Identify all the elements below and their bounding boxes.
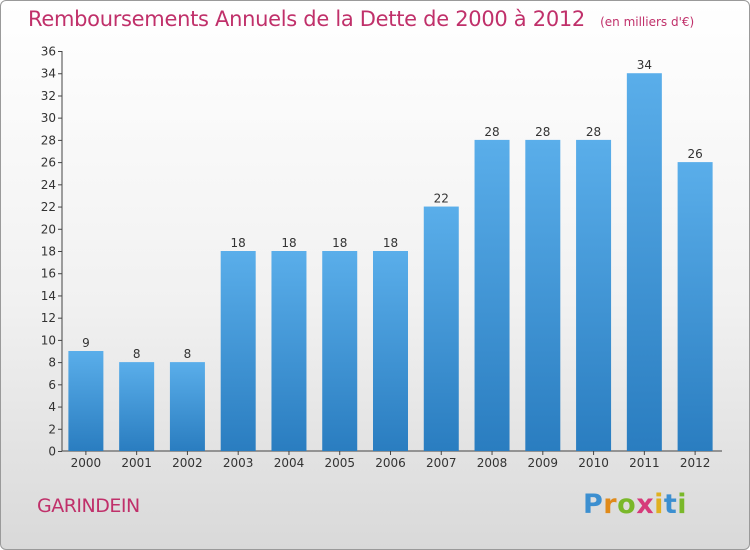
y-tick-label: 20 (41, 222, 56, 236)
logo-letter: P (583, 489, 604, 520)
bar-value-label: 26 (687, 147, 702, 161)
x-tick-label: 2001 (121, 456, 152, 470)
x-tick-label: 2012 (680, 456, 711, 470)
y-tick-label: 6 (48, 378, 56, 392)
bar (322, 251, 358, 451)
chart-title-block: Remboursements Annuels de la Dette de 20… (28, 7, 694, 31)
y-tick-label: 2 (48, 422, 56, 436)
y-tick-label: 36 (41, 45, 56, 59)
bar (169, 362, 205, 451)
bar (474, 139, 510, 451)
y-tick-label: 12 (41, 311, 56, 325)
x-tick-label: 2008 (477, 456, 508, 470)
y-tick-label: 32 (41, 89, 56, 103)
bar (119, 362, 155, 451)
bar-value-label: 18 (383, 236, 398, 250)
bar-value-label: 34 (637, 58, 652, 72)
bar (220, 251, 256, 451)
logo-letter: o (617, 489, 637, 520)
x-tick-label: 2010 (578, 456, 609, 470)
y-tick-label: 34 (41, 67, 56, 81)
y-tick-label: 10 (41, 333, 56, 347)
commune-name: GARINDEIN (37, 495, 140, 517)
bar (626, 73, 662, 451)
y-tick-label: 22 (41, 200, 56, 214)
x-tick-label: 2005 (324, 456, 355, 470)
x-tick-label: 2004 (274, 456, 305, 470)
bar (576, 139, 612, 451)
bar (677, 162, 713, 451)
logo-letter: t (663, 489, 678, 520)
bar-value-label: 18 (231, 236, 246, 250)
y-tick-label: 24 (41, 178, 56, 192)
y-tick-label: 30 (41, 111, 56, 125)
y-tick-label: 28 (41, 133, 56, 147)
logo-letter: i (654, 489, 664, 520)
bar (68, 351, 104, 451)
bar-value-label: 28 (535, 125, 550, 139)
chart-unit-label: (en milliers d'€) (600, 15, 695, 29)
y-tick-label: 8 (48, 356, 56, 370)
x-tick-label: 2007 (426, 456, 457, 470)
logo-letter: x (636, 489, 655, 520)
bar (271, 251, 307, 451)
bar-value-label: 18 (332, 236, 347, 250)
bar-value-label: 22 (434, 192, 449, 206)
logo-letter: r (603, 489, 618, 520)
x-tick-label: 2006 (375, 456, 406, 470)
proxiti-logo[interactable]: Proxiti (583, 489, 687, 520)
bar (525, 139, 561, 451)
y-tick-label: 14 (41, 289, 56, 303)
bar-value-label: 18 (281, 236, 296, 250)
bar-value-label: 8 (133, 347, 141, 361)
bar-value-label: 9 (82, 336, 90, 350)
y-tick-label: 0 (48, 445, 56, 459)
bar-value-label: 28 (586, 125, 601, 139)
x-tick-label: 2003 (223, 456, 254, 470)
y-tick-label: 26 (41, 156, 56, 170)
x-tick-label: 2009 (528, 456, 559, 470)
y-tick-label: 4 (48, 400, 56, 414)
bar-value-label: 28 (484, 125, 499, 139)
x-tick-label: 2002 (172, 456, 203, 470)
x-tick-label: 2000 (71, 456, 102, 470)
bar (373, 251, 408, 451)
logo-letter: i (677, 489, 688, 520)
y-tick-label: 18 (41, 245, 56, 259)
bar (423, 206, 459, 451)
x-tick-label: 2011 (629, 456, 660, 470)
chart-title: Remboursements Annuels de la Dette de 20… (28, 7, 585, 31)
y-tick-label: 16 (41, 267, 56, 281)
bar-value-label: 8 (184, 347, 192, 361)
